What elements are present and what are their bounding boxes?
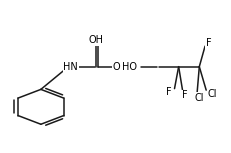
- Text: HN: HN: [63, 62, 78, 72]
- Text: F: F: [206, 38, 212, 48]
- Text: F: F: [166, 87, 172, 97]
- Text: Cl: Cl: [207, 89, 217, 99]
- Text: OH: OH: [88, 35, 103, 45]
- Text: O: O: [113, 62, 120, 72]
- Text: Cl: Cl: [195, 93, 204, 103]
- Text: F: F: [182, 90, 188, 101]
- Text: HO: HO: [122, 62, 137, 72]
